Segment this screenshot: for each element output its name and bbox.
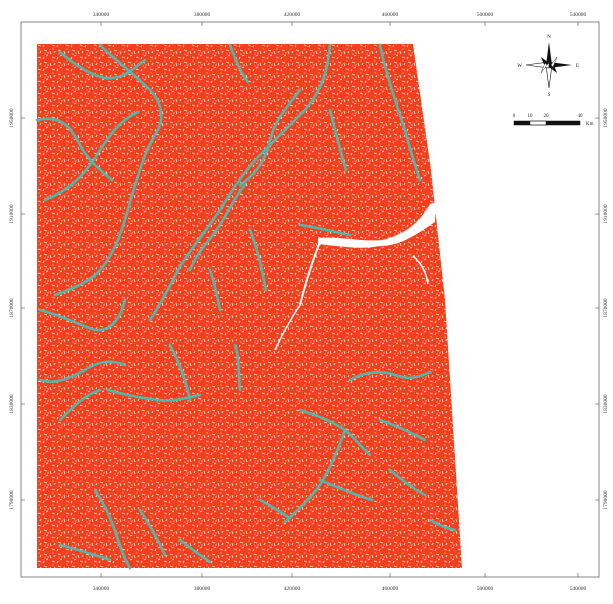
river: [98, 43, 163, 132]
y-tick-label: 1830000: [9, 394, 15, 414]
y-axis-left: 1950000 1910000 1870000 1830000 1790000: [9, 108, 15, 510]
river: [283, 428, 347, 524]
y-tick-label: 1950000: [9, 108, 15, 128]
y-tick-label: 1830000: [603, 394, 609, 414]
river: [178, 538, 212, 564]
scale-unit: Km: [586, 122, 594, 127]
x-tick-label: 540000: [570, 12, 587, 18]
x-tick-label: 460000: [382, 586, 399, 592]
compass-east-label: E: [576, 64, 579, 69]
river: [258, 498, 292, 520]
river: [378, 43, 422, 182]
river: [38, 298, 127, 332]
map-frame: [20, 21, 600, 578]
scale-label: 20: [544, 114, 550, 119]
river: [93, 488, 132, 570]
river: [35, 117, 114, 182]
river: [58, 50, 147, 80]
river: [208, 268, 222, 312]
y-tick-label: 1790000: [603, 490, 609, 510]
x-tick-label: 500000: [477, 586, 494, 592]
x-tick-label: 540000: [570, 586, 587, 592]
x-tick-label: 380000: [194, 586, 211, 592]
north-arrow-icon: N S E W: [517, 35, 579, 98]
compass-west-label: W: [517, 64, 522, 69]
land-area: [37, 44, 462, 568]
river: [168, 343, 192, 402]
river: [188, 183, 247, 272]
y-tick-label: 1910000: [603, 204, 609, 224]
scale-label: 10: [528, 114, 534, 119]
river: [388, 468, 427, 497]
river: [38, 360, 127, 383]
estuary-channel: [274, 304, 301, 351]
river: [138, 508, 167, 557]
x-tick-label: 380000: [194, 12, 211, 18]
y-tick-label: 1870000: [9, 298, 15, 318]
river: [58, 543, 112, 562]
x-tick-label: 420000: [284, 12, 301, 18]
scale-label: 40: [578, 114, 584, 119]
river: [348, 370, 432, 382]
estuary-channel: [299, 241, 321, 306]
x-tick-label: 340000: [93, 586, 110, 592]
river: [238, 88, 302, 187]
river: [298, 223, 352, 237]
river-network: [35, 43, 457, 570]
y-axis-right: 1950000 1910000 1870000 1830000 1790000: [603, 108, 609, 510]
y-tick-label: 1950000: [603, 108, 609, 128]
river: [248, 228, 268, 292]
scale-label: 0: [513, 114, 516, 119]
compass-north-label: N: [547, 35, 551, 40]
river: [43, 110, 140, 202]
y-tick-label: 1870000: [603, 298, 609, 318]
y-tick-label: 1910000: [9, 204, 15, 224]
x-tick-label: 460000: [382, 12, 399, 18]
river: [318, 478, 374, 502]
x-tick-label: 500000: [477, 12, 494, 18]
river: [53, 128, 160, 297]
x-axis-bottom: 340000 380000 420000 460000 500000 54000…: [93, 586, 587, 592]
frame-ticks: [21, 22, 599, 577]
river: [233, 343, 242, 392]
x-tick-label: 340000: [93, 12, 110, 18]
compass-south-label: S: [548, 93, 551, 98]
river: [106, 388, 202, 402]
y-tick-label: 1790000: [9, 490, 15, 510]
river: [378, 418, 427, 442]
x-axis-top: 340000 380000 420000 460000 500000 54000…: [93, 12, 587, 18]
x-tick-label: 420000: [284, 586, 301, 592]
estuary-channel: [412, 255, 429, 285]
river: [428, 518, 457, 532]
river: [228, 43, 250, 84]
river: [148, 43, 332, 322]
scale-bar: 0 10 20 40 Km: [513, 114, 594, 127]
river: [58, 388, 102, 422]
river: [328, 108, 348, 172]
estuary: [318, 202, 436, 248]
